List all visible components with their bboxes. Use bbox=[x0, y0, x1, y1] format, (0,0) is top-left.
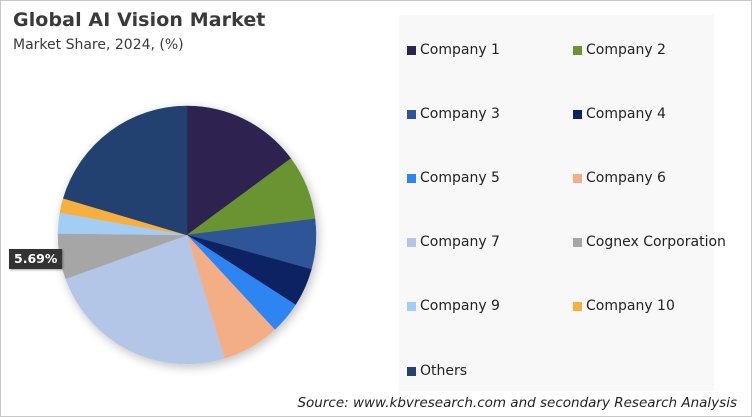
legend-swatch bbox=[407, 45, 416, 55]
legend-swatch bbox=[407, 301, 416, 311]
legend-item-company-10[interactable]: Company 10 bbox=[573, 298, 675, 314]
legend-label: Company 2 bbox=[586, 42, 666, 58]
chart-subtitle: Market Share, 2024, (%) bbox=[13, 37, 184, 53]
legend-label: Company 3 bbox=[420, 106, 500, 122]
legend-item-others[interactable]: Others bbox=[407, 363, 467, 379]
legend-swatch bbox=[573, 301, 582, 311]
legend-label: Cognex Corporation bbox=[586, 234, 726, 250]
legend-swatch bbox=[573, 237, 582, 247]
legend: Company 1 Company 2 Company 3 Company 4 … bbox=[399, 15, 726, 391]
legend-label: Company 10 bbox=[586, 298, 675, 314]
chart-title: Global AI Vision Market bbox=[13, 9, 266, 31]
legend-swatch bbox=[407, 173, 416, 183]
pie-chart bbox=[51, 99, 323, 371]
legend-swatch bbox=[407, 366, 416, 376]
cognex-data-label: 5.69% bbox=[9, 249, 63, 269]
pie-svg bbox=[57, 105, 317, 365]
legend-item-company-6[interactable]: Company 6 bbox=[573, 170, 666, 186]
legend-item-company-4[interactable]: Company 4 bbox=[573, 106, 666, 122]
legend-item-company-9[interactable]: Company 9 bbox=[407, 298, 500, 314]
legend-item-company-7[interactable]: Company 7 bbox=[407, 234, 500, 250]
legend-item-company-5[interactable]: Company 5 bbox=[407, 170, 500, 186]
legend-swatch bbox=[573, 173, 582, 183]
legend-label: Company 1 bbox=[420, 42, 500, 58]
pie-slice-company-7[interactable] bbox=[65, 234, 225, 365]
pie-slice-company-1[interactable] bbox=[186, 105, 292, 236]
legend-item-company-1[interactable]: Company 1 bbox=[407, 42, 500, 58]
legend-swatch bbox=[407, 237, 416, 247]
legend-swatch bbox=[407, 109, 416, 119]
legend-label: Others bbox=[420, 363, 468, 379]
legend-swatch bbox=[573, 45, 582, 55]
pie-slice-others[interactable] bbox=[63, 105, 188, 236]
legend-item-company-2[interactable]: Company 2 bbox=[573, 42, 666, 58]
legend-label: Company 7 bbox=[420, 234, 500, 250]
legend-item-company-3[interactable]: Company 3 bbox=[407, 106, 500, 122]
legend-label: Company 4 bbox=[586, 106, 666, 122]
legend-label: Company 5 bbox=[420, 170, 500, 186]
source-note: Source: www.kbvresearch.com and secondar… bbox=[297, 395, 737, 411]
legend-swatch bbox=[573, 109, 582, 119]
legend-label: Company 9 bbox=[420, 298, 500, 314]
legend-item-cognex-corporation[interactable]: Cognex Corporation bbox=[573, 234, 726, 250]
legend-label: Company 6 bbox=[586, 170, 666, 186]
